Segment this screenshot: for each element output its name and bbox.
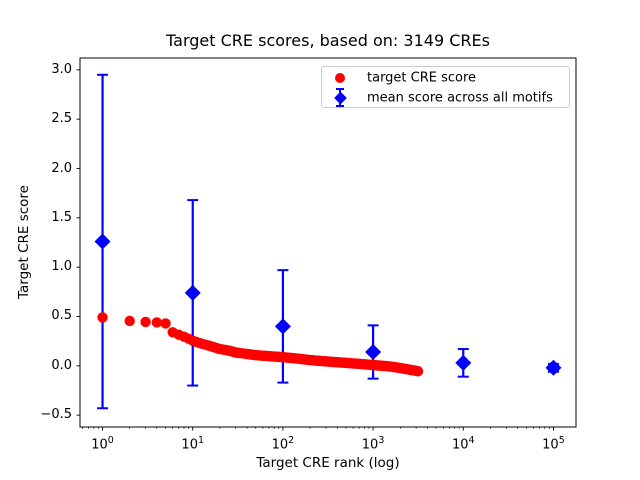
chart-title: Target CRE scores, based on: 3149 CREs — [166, 31, 490, 50]
x-tick-label: 105 — [542, 435, 565, 453]
y-tick-label: 0.5 — [51, 308, 72, 324]
mean-score-diamonds — [94, 233, 562, 376]
y-tick-label: 1.5 — [51, 209, 72, 225]
errorbar-cap-icon — [336, 88, 344, 90]
target-score-points — [97, 312, 424, 377]
legend: target CRE score mean score across all m… — [321, 66, 570, 108]
x-tick-label: 103 — [361, 435, 385, 453]
legend-label-mean-score: mean score across all motifs — [367, 90, 553, 106]
y-tick-label: 3.0 — [51, 61, 72, 77]
y-tick-label: 0.0 — [51, 357, 72, 373]
x-axis-label: Target CRE rank (log) — [256, 455, 400, 471]
axes-spines — [79, 57, 577, 428]
legend-item-target-cre-score: target CRE score — [322, 68, 569, 88]
y-tick-label: 2.0 — [51, 160, 72, 176]
x-tick-label: 104 — [451, 435, 475, 453]
y-tick-label: 2.5 — [51, 111, 72, 127]
errorbar-cap-icon — [336, 105, 344, 107]
x-tick-label: 100 — [91, 435, 114, 453]
y-axis-label: Target CRE score — [16, 185, 32, 299]
x-tick-label: 102 — [271, 435, 295, 453]
red-circle-marker-icon — [335, 73, 345, 83]
x-tick-label: 101 — [181, 435, 205, 453]
blue-diamond-marker-icon — [333, 91, 347, 105]
y-tick-label: 1.0 — [51, 259, 72, 275]
y-tick-label: −0.5 — [40, 407, 72, 423]
legend-item-mean-score: mean score across all motifs — [322, 88, 569, 108]
axis-ticks — [76, 69, 554, 431]
legend-label-target-cre-score: target CRE score — [367, 70, 477, 86]
